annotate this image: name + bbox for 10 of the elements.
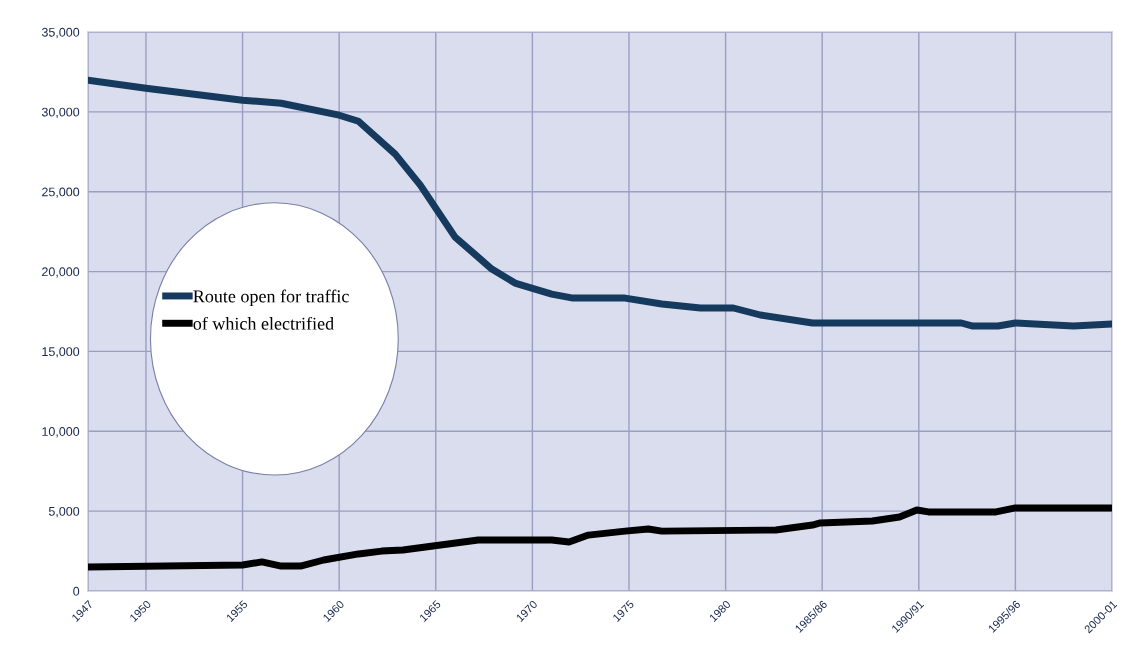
- y-tick-label: 20,000: [42, 267, 80, 278]
- y-tick-label: 15,000: [42, 347, 80, 358]
- y-tick-label: 0: [73, 586, 80, 596]
- y-tick-label: 25,000: [42, 187, 80, 198]
- legend-label: of which electrified: [193, 316, 334, 330]
- legend-label: Route open for traffic: [193, 289, 349, 307]
- y-tick-label: 5,000: [48, 506, 80, 518]
- y-tick-label: 30,000: [41, 107, 80, 118]
- y-tick-label: 35,000: [41, 27, 80, 39]
- y-tick-label: 10,000: [42, 427, 80, 438]
